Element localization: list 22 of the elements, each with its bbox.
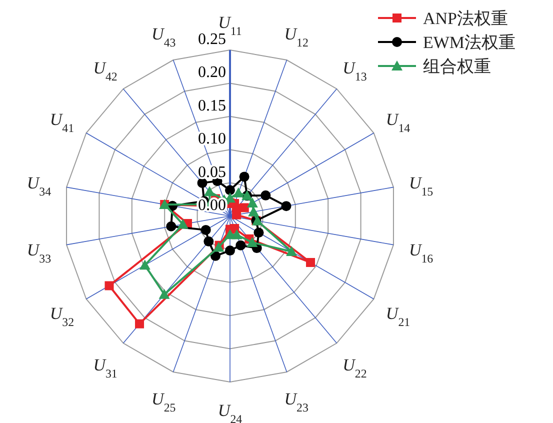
spoke-label: U$_{41}$: [50, 110, 74, 135]
legend-label: EWM法权重: [423, 33, 516, 52]
spoke-label: U$_{43}$: [152, 24, 176, 50]
y-tick-label: 0.20: [198, 64, 226, 82]
spoke-label: U$_{31}$: [93, 356, 118, 381]
legend-label: ANP法权重: [423, 9, 508, 28]
spoke-label: U$_{13}$: [342, 58, 367, 84]
spoke-label: U$_{42}$: [93, 58, 118, 84]
spoke-label: U$_{34}$: [26, 173, 52, 198]
legend-label: 组合权重: [423, 57, 491, 76]
spoke-label: U$_{21}$: [386, 304, 410, 329]
spoke-label: U$_{25}$: [152, 389, 176, 414]
spoke-label: U$_{12}$: [284, 24, 308, 50]
spoke-label: U$_{33}$: [26, 240, 52, 266]
spoke-label: U$_{15}$: [408, 173, 434, 198]
spoke-label: U$_{24}$: [218, 401, 242, 423]
spoke-label: U$_{22}$: [342, 356, 367, 381]
spoke-label: U$_{32}$: [50, 304, 74, 329]
spoke-label: U$_{16}$: [408, 240, 434, 266]
spoke-label: U$_{23}$: [284, 389, 308, 414]
y-tick-label: 0.15: [198, 97, 226, 114]
spoke-label: U$_{14}$: [386, 110, 410, 135]
